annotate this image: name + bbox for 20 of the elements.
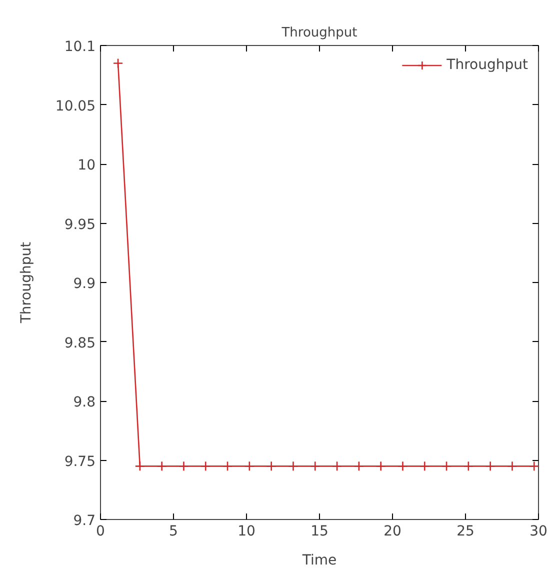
y-tick-label: 9.95 — [64, 216, 96, 233]
y-tick-label: 9.8 — [73, 394, 96, 410]
y-tick-label: 10.1 — [64, 39, 96, 55]
chart-title: Throughput — [280, 26, 358, 40]
x-tick-label: 25 — [456, 524, 474, 540]
y-tick-label: 10 — [78, 158, 96, 174]
y-tick-label: 9.7 — [73, 513, 96, 529]
legend-label: Throughput — [446, 57, 528, 73]
x-tick-label: 0 — [96, 524, 105, 540]
y-axis-title: Throughput — [18, 241, 34, 324]
x-tick-label: 15 — [310, 524, 328, 540]
x-tick-label: 20 — [384, 524, 402, 540]
x-tick-label: 10 — [238, 524, 256, 540]
x-tick-label: 5 — [169, 524, 178, 540]
y-tick-label: 9.85 — [64, 335, 96, 352]
x-axis-title: Time — [301, 552, 337, 568]
y-tick-label: 9.9 — [73, 276, 96, 292]
y-tick-label: 10.05 — [55, 98, 96, 114]
y-tick-label: 9.75 — [64, 454, 96, 470]
x-tick-label: 30 — [530, 524, 548, 540]
